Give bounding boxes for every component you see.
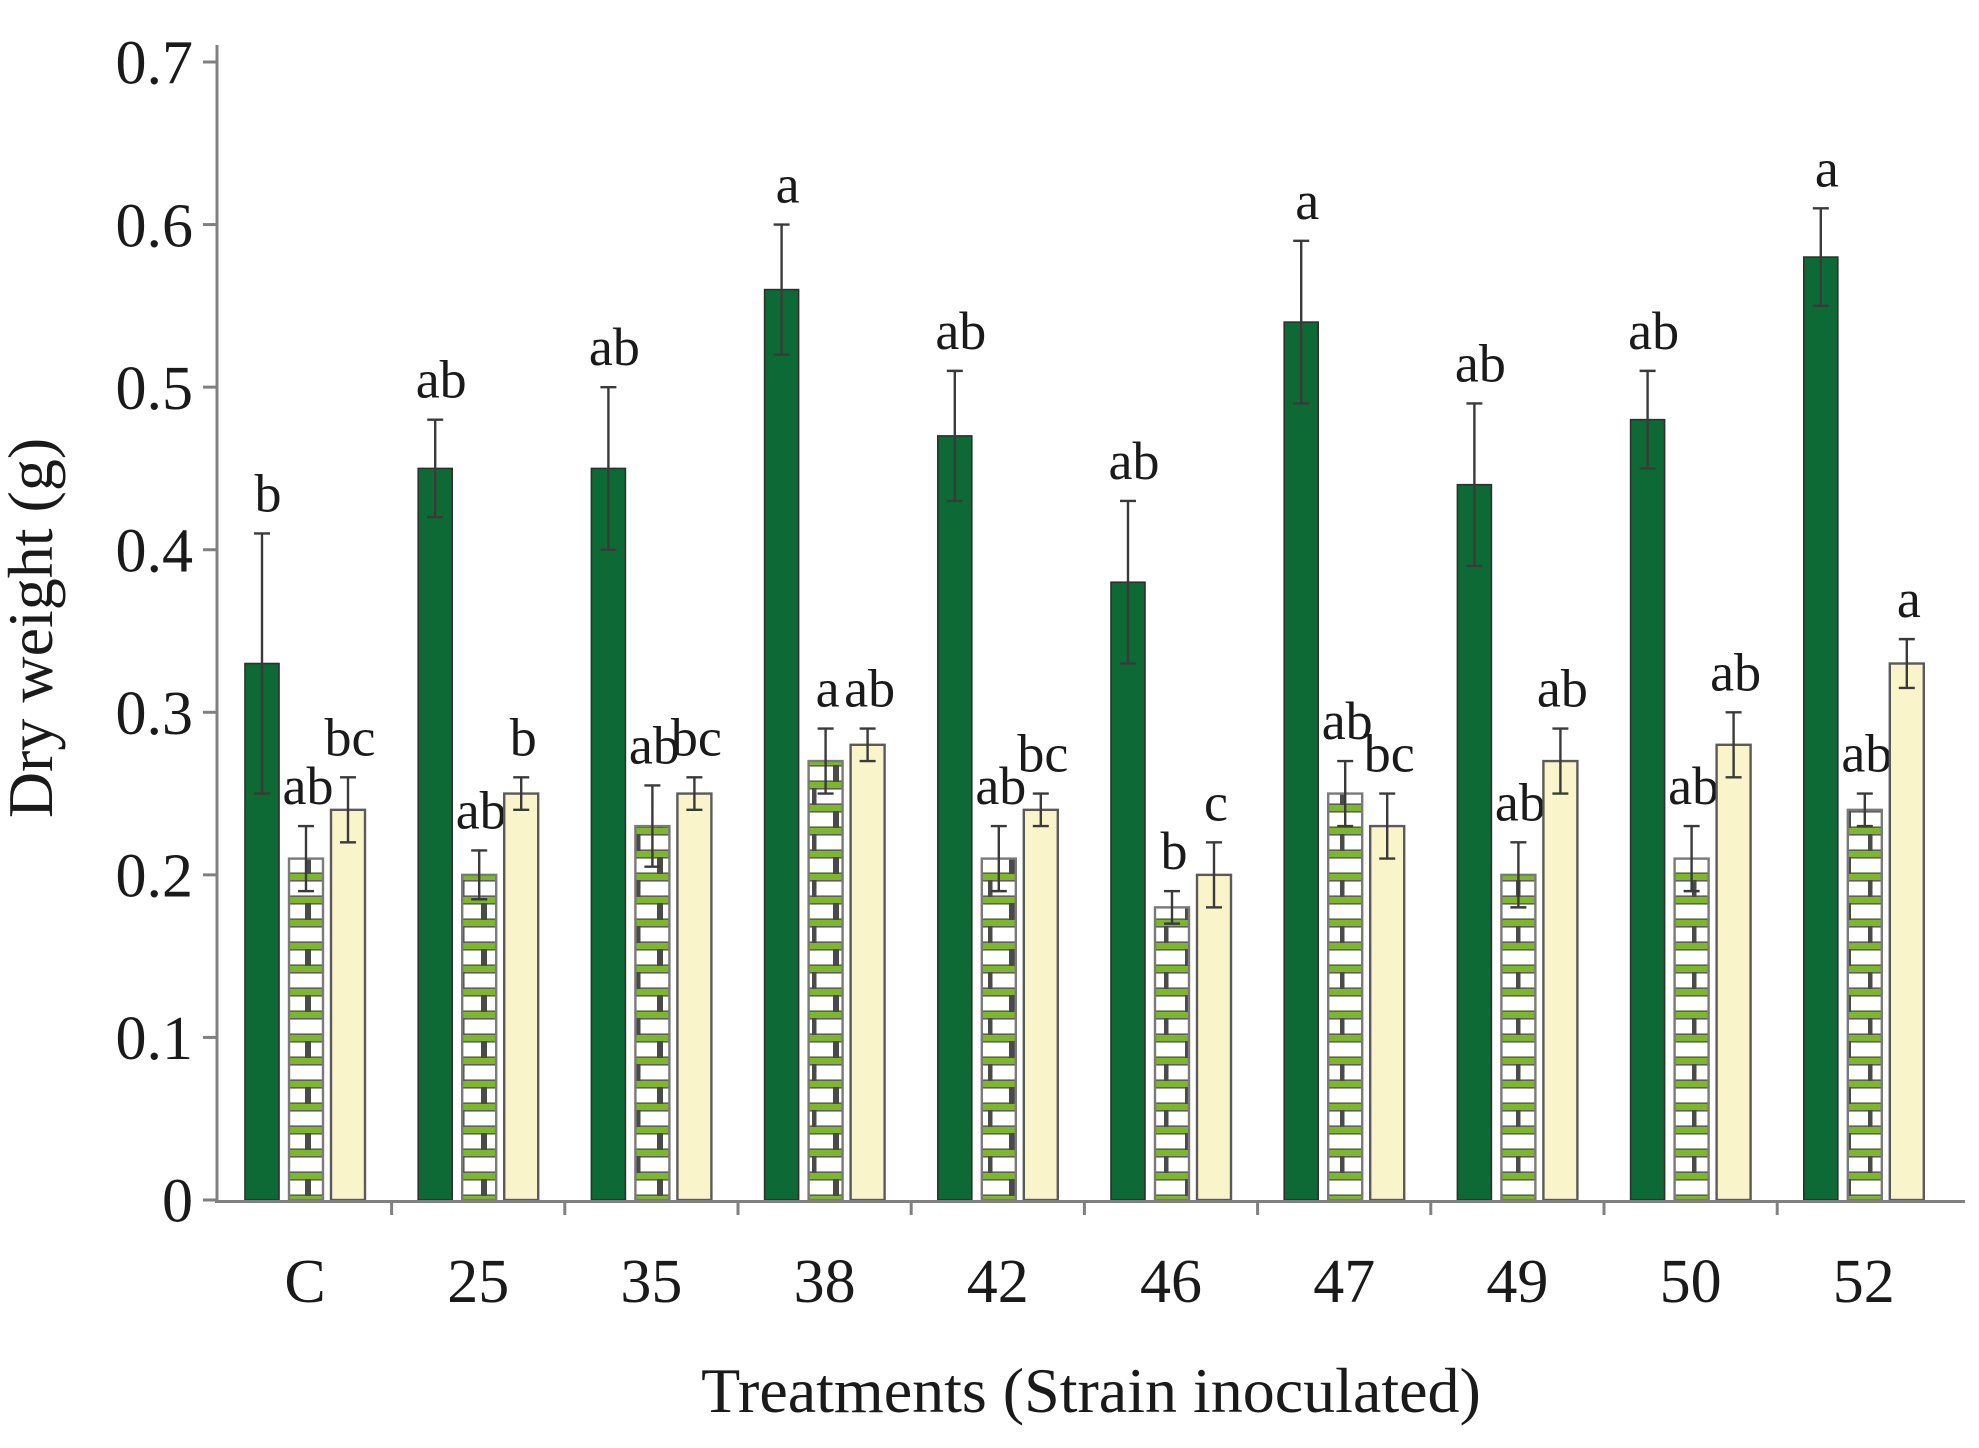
x-tick-label-38: 38 [794, 1248, 856, 1316]
bar-46-green-brick-pattern-bar [1153, 906, 1191, 1202]
y-tick-label: 0.5 [116, 355, 194, 423]
bar-47-dark-green-solid-bar [1283, 321, 1319, 1201]
x-tick-label-47: 47 [1313, 1248, 1375, 1316]
bar-42-dark-green-solid-bar [936, 435, 973, 1201]
bar-46-pale-yellow-bar [1195, 873, 1233, 1202]
bar-38-pale-yellow-bar [849, 743, 886, 1202]
sig-letter-52-green-brick-pattern-bar: ab [1841, 724, 1892, 784]
bar-47-green-brick-pattern-bar [1326, 792, 1364, 1202]
sig-letter-47-green-brick-pattern-bar: ab [1322, 691, 1373, 751]
sig-letter-46-green-brick-pattern-bar: b [1161, 821, 1188, 881]
y-tick-label: 0.3 [116, 680, 194, 748]
bar-50-green-brick-pattern-bar [1673, 857, 1710, 1202]
sig-letter-38-pale-yellow-bar: ab [844, 659, 895, 719]
bar-50-dark-green-solid-bar [1629, 418, 1666, 1201]
bar-42-green-brick-pattern-bar [980, 857, 1017, 1202]
bar-47-pale-yellow-bar [1368, 824, 1406, 1202]
y-tick-label: 0.4 [116, 517, 194, 585]
sig-letter-52-dark-green-solid-bar: a [1815, 138, 1839, 198]
sig-letter-49-dark-green-solid-bar: ab [1455, 333, 1506, 393]
plot-layer: 00.10.20.30.40.50.60.7babbcCababb25ababb… [116, 30, 1926, 1316]
bar-35-pale-yellow-bar [676, 792, 713, 1202]
sig-letter-46-pale-yellow-bar: c [1204, 772, 1228, 832]
sig-letter-50-green-brick-pattern-bar: ab [1668, 756, 1719, 816]
sig-letter-38-green-brick-pattern-bar: a [816, 659, 840, 719]
bar-50-pale-yellow-bar [1715, 743, 1752, 1202]
sig-letter-50-pale-yellow-bar: ab [1710, 642, 1761, 702]
sig-letter-49-green-brick-pattern-bar: ab [1495, 772, 1546, 832]
y-tick-label: 0.2 [116, 843, 194, 911]
bar-C-green-brick-pattern-bar [287, 857, 325, 1202]
sig-letter-C-pale-yellow-bar: bc [325, 707, 376, 767]
bar-52-green-brick-pattern-bar [1846, 808, 1884, 1202]
bar-42-pale-yellow-bar [1022, 808, 1059, 1202]
sig-letter-42-dark-green-solid-bar: ab [935, 301, 986, 361]
bar-C-pale-yellow-bar [329, 808, 367, 1202]
x-tick-label-35: 35 [620, 1248, 682, 1316]
bar-35-dark-green-solid-bar [590, 467, 627, 1201]
sig-letter-C-dark-green-solid-bar: b [255, 463, 282, 523]
bar-52-pale-yellow-bar [1888, 662, 1926, 1202]
sig-letter-42-green-brick-pattern-bar: ab [975, 756, 1026, 816]
x-tick-label-52: 52 [1833, 1248, 1895, 1316]
sig-letter-47-pale-yellow-bar: bc [1364, 724, 1415, 784]
x-tick-label-46: 46 [1140, 1248, 1202, 1316]
x-tick-label-25: 25 [447, 1248, 509, 1316]
bar-49-green-brick-pattern-bar [1500, 873, 1537, 1202]
sig-letter-49-pale-yellow-bar: ab [1537, 659, 1588, 719]
y-tick-label: 0.6 [116, 192, 194, 260]
bar-38-dark-green-solid-bar [763, 288, 800, 1201]
bar-25-dark-green-solid-bar [417, 467, 454, 1201]
sig-letter-42-pale-yellow-bar: bc [1017, 724, 1068, 784]
bar-25-green-brick-pattern-bar [461, 873, 498, 1202]
x-tick-label-C: C [284, 1248, 325, 1316]
bar-49-pale-yellow-bar [1542, 759, 1579, 1202]
sig-letter-38-dark-green-solid-bar: a [776, 155, 800, 215]
sig-letter-35-pale-yellow-bar: bc [671, 707, 722, 767]
bar-35-green-brick-pattern-bar [634, 824, 671, 1202]
bar-52-dark-green-solid-bar [1803, 256, 1839, 1201]
sig-letter-47-dark-green-solid-bar: a [1295, 171, 1319, 231]
sig-letter-46-dark-green-solid-bar: ab [1109, 431, 1160, 491]
x-tick-label-50: 50 [1660, 1248, 1722, 1316]
x-tick-label-42: 42 [967, 1248, 1029, 1316]
y-tick-label: 0.7 [116, 30, 194, 98]
x-tick-label-49: 49 [1486, 1248, 1548, 1316]
bar-49-dark-green-solid-bar [1456, 483, 1493, 1201]
y-tick-label: 0 [162, 1168, 193, 1236]
sig-letter-25-green-brick-pattern-bar: ab [456, 780, 507, 840]
sig-letter-50-dark-green-solid-bar: ab [1628, 301, 1679, 361]
sig-letter-25-dark-green-solid-bar: ab [416, 350, 467, 410]
y-axis-title: Dry weight (g) [0, 438, 66, 818]
sig-letter-35-green-brick-pattern-bar: ab [629, 715, 680, 775]
sig-letter-C-green-brick-pattern-bar: ab [283, 756, 334, 816]
bar-46-dark-green-solid-bar [1110, 581, 1146, 1201]
x-axis-title: Treatments (Strain inoculated) [701, 1355, 1481, 1426]
sig-letter-25-pale-yellow-bar: b [510, 707, 537, 767]
sig-letter-52-pale-yellow-bar: a [1897, 569, 1921, 629]
bar-25-pale-yellow-bar [503, 792, 540, 1202]
sig-letter-35-dark-green-solid-bar: ab [589, 317, 640, 377]
bar-38-green-brick-pattern-bar [807, 759, 844, 1202]
y-tick-label: 0.1 [116, 1005, 194, 1073]
